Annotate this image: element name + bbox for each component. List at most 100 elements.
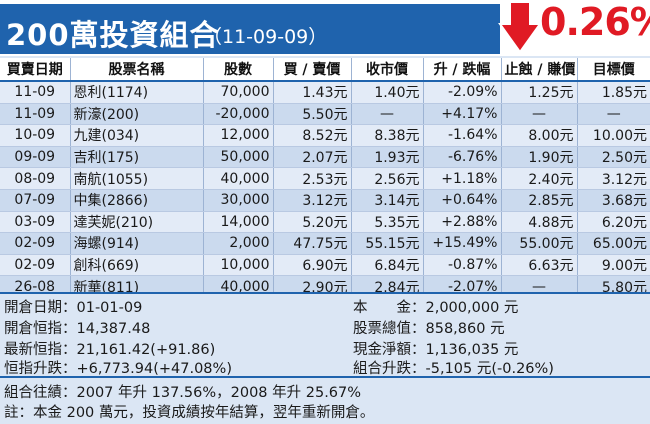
cell-stop: 1.25元 (501, 81, 578, 104)
portfolio-change-badge: 0.26% (540, 0, 650, 44)
cell-price: 3.12元 (273, 189, 352, 212)
col-header-change: 升 / 跌幅 (423, 58, 502, 82)
cell-close: 6.84元 (351, 254, 424, 277)
cell-close: 5.35元 (351, 211, 424, 234)
footer: 組合往績：2007 年升 137.56%，2008 年升 25.67% 註：本金… (0, 376, 650, 424)
cell-change: +0.64% (423, 189, 502, 212)
cell-close: 1.40元 (351, 81, 424, 104)
cell-stop: 1.90元 (501, 146, 578, 169)
cell-stop: 55.00元 (501, 232, 578, 255)
cell-change: +4.17% (423, 103, 502, 126)
col-header-name: 股票名稱 (70, 58, 204, 82)
cell-target: 1.85元 (577, 81, 650, 104)
col-header-price: 買 / 賣價 (273, 58, 352, 82)
cell-change: +2.88% (423, 211, 502, 234)
cell-date: 03-09 (0, 211, 71, 234)
cell-date: 10-09 (0, 124, 71, 147)
cell-shares: 50,000 (203, 146, 274, 169)
table-row: 02-09 海螺(914) 2,000 47.75元 55.15元 +15.49% 55.0… (0, 232, 650, 255)
cell-shares: 2,000 (203, 232, 274, 255)
col-header-stop: 止蝕 / 賺價 (501, 58, 578, 82)
index-change: 恒指升跌：+6,773.94(+47.08%) (4, 361, 232, 377)
cell-stop: — (501, 103, 578, 126)
cell-date: 11-09 (0, 103, 71, 126)
cell-stop: 4.88元 (501, 211, 578, 234)
cell-price: 1.43元 (273, 81, 352, 104)
cell-close: 55.15元 (351, 232, 424, 255)
col-header-close: 收市價 (351, 58, 424, 82)
open-date: 開倉日期：01-01-09 (4, 300, 143, 316)
cell-target: 2.50元 (577, 146, 650, 169)
history-note: 組合往績：2007 年升 137.56%，2008 年升 25.67% (4, 385, 362, 401)
cell-target: 65.00元 (577, 232, 650, 255)
capital: 本 金：2,000,000 元 (353, 300, 519, 316)
table-row: 02-09 創科(669) 10,000 6.90元 6.84元 -0.87% 6.63元 9… (0, 254, 650, 277)
cell-target: 9.00元 (577, 254, 650, 277)
cell-target: 3.12元 (577, 167, 650, 190)
cell-shares: 30,000 (203, 189, 274, 212)
cell-date: 09-09 (0, 146, 71, 169)
col-header-date: 買賣日期 (0, 58, 71, 82)
table-row: 10-09 九建(034) 12,000 8.52元 8.38元 -1.64% 8.00元 1… (0, 124, 650, 147)
stock-value: 股票總值：858,860 元 (353, 321, 505, 337)
cell-name: 達芙妮(210) (70, 211, 204, 234)
cell-date: 11-09 (0, 81, 71, 104)
cell-price: 5.20元 (273, 211, 352, 234)
cell-change: -0.87% (423, 254, 502, 277)
cell-close: — (351, 103, 424, 126)
cell-close: 2.56元 (351, 167, 424, 190)
cell-target: 3.68元 (577, 189, 650, 212)
cell-stop: 2.85元 (501, 189, 578, 212)
cell-name: 恩利(1174) (70, 81, 204, 104)
cell-name: 海螺(914) (70, 232, 204, 255)
cell-price: 6.90元 (273, 254, 352, 277)
cell-shares: 70,000 (203, 81, 274, 104)
cell-target: 10.00元 (577, 124, 650, 147)
table-body: 11-09 恩利(1174) 70,000 1.43元 1.40元 -2.09% 1.25元… (0, 81, 650, 298)
header: 200萬投資組合 （11-09-09） 0.26% (0, 0, 650, 56)
table-row: 07-09 中集(2866) 30,000 3.12元 3.14元 +0.64% 2.85元… (0, 189, 650, 212)
cell-target: — (577, 103, 650, 126)
cell-shares: -20,000 (203, 103, 274, 126)
cell-name: 創科(669) (70, 254, 204, 277)
title-bar: 200萬投資組合 （11-09-09） (0, 4, 500, 54)
cell-price: 2.07元 (273, 146, 352, 169)
net-cash: 現金淨額：1,136,035 元 (353, 342, 519, 358)
table-row: 08-09 南航(1055) 40,000 2.53元 2.56元 +1.18% 2.40元… (0, 167, 650, 190)
cell-name: 新濠(200) (70, 103, 204, 126)
footnote: 註：本金 200 萬元，投資成績按年結算，翌年重新開倉。 (4, 405, 375, 421)
cell-date: 02-09 (0, 232, 71, 255)
page-title: 200萬投資組合 (6, 18, 220, 52)
cell-name: 中集(2866) (70, 189, 204, 212)
cell-price: 5.50元 (273, 103, 352, 126)
cell-price: 8.52元 (273, 124, 352, 147)
table-row: 11-09 新濠(200) -20,000 5.50元 — +4.17% — — (0, 103, 650, 126)
col-header-target: 目標價 (577, 58, 650, 82)
col-header-shares: 股數 (203, 58, 274, 82)
down-arrow-icon (498, 1, 542, 54)
cell-shares: 10,000 (203, 254, 274, 277)
cell-close: 1.93元 (351, 146, 424, 169)
cell-close: 3.14元 (351, 189, 424, 212)
cell-price: 2.53元 (273, 167, 352, 190)
cell-change: +1.18% (423, 167, 502, 190)
cell-shares: 40,000 (203, 167, 274, 190)
cell-shares: 14,000 (203, 211, 274, 234)
summary-panel: 開倉日期：01-01-09 開倉恒指：14,387.48 最新恒指：21,161… (0, 292, 650, 378)
cell-stop: 2.40元 (501, 167, 578, 190)
cell-name: 吉利(175) (70, 146, 204, 169)
cell-date: 07-09 (0, 189, 71, 212)
cell-name: 南航(1055) (70, 167, 204, 190)
cell-date: 08-09 (0, 167, 71, 190)
cell-change: +15.49% (423, 232, 502, 255)
cell-target: 6.20元 (577, 211, 650, 234)
table-row: 03-09 達芙妮(210) 14,000 5.20元 5.35元 +2.88% 4.88元… (0, 211, 650, 234)
latest-index: 最新恒指：21,161.42(+91.86) (4, 342, 216, 358)
cell-date: 02-09 (0, 254, 71, 277)
cell-stop: 8.00元 (501, 124, 578, 147)
cell-name: 九建(034) (70, 124, 204, 147)
portfolio-change: 組合升跌：-5,105 元(-0.26%) (353, 361, 554, 377)
open-index: 開倉恒指：14,387.48 (4, 321, 151, 337)
cell-change: -2.09% (423, 81, 502, 104)
